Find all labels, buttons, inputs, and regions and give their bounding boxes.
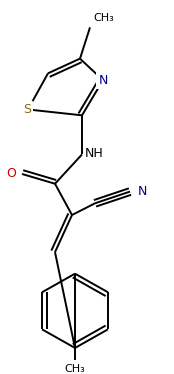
Text: CH₃: CH₃ bbox=[93, 13, 114, 24]
Text: N: N bbox=[138, 185, 147, 198]
Text: O: O bbox=[6, 168, 16, 181]
Text: S: S bbox=[23, 103, 31, 116]
Text: N: N bbox=[98, 74, 108, 87]
Text: NH: NH bbox=[85, 147, 103, 160]
Text: CH₃: CH₃ bbox=[65, 364, 85, 374]
